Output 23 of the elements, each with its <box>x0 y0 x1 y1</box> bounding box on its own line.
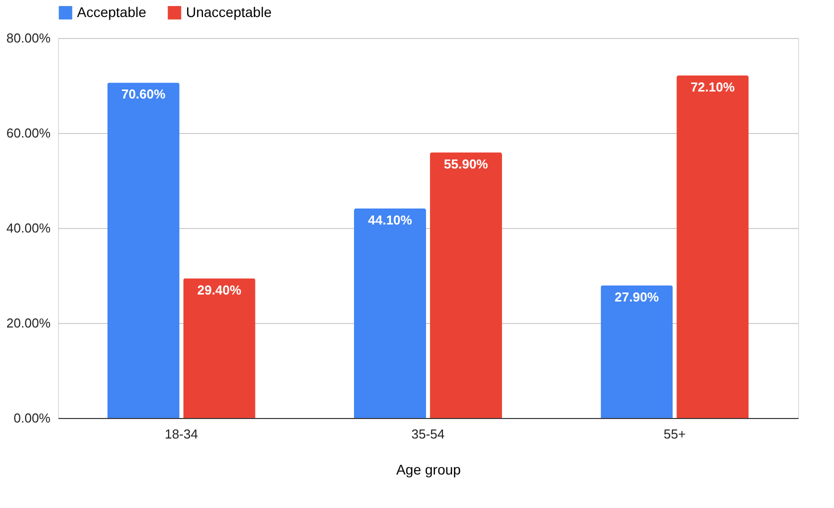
x-tick-label: 35-54 <box>411 426 445 442</box>
x-tick-label: 55+ <box>664 426 686 442</box>
bar <box>183 278 256 418</box>
y-tick-label: 40.00% <box>6 220 51 236</box>
legend-label: Acceptable <box>77 4 146 20</box>
data-label: 27.90% <box>614 289 660 304</box>
x-axis-title: Age group <box>396 462 462 478</box>
bar <box>600 285 673 418</box>
y-tick-label: 80.00% <box>6 30 51 46</box>
y-tick-label: 0.00% <box>14 410 51 426</box>
bar <box>107 82 180 418</box>
legend-label: Unacceptable <box>186 4 272 20</box>
data-label: 55.90% <box>444 156 488 172</box>
data-label: 29.40% <box>197 282 242 298</box>
bar <box>430 152 502 418</box>
data-label: 70.60% <box>121 86 166 102</box>
y-tick-label: 60.00% <box>6 126 51 140</box>
y-tick-label: 20.00% <box>6 316 51 330</box>
x-tick-label: 18-34 <box>164 426 198 442</box>
data-label: 44.10% <box>368 212 413 228</box>
bar <box>354 208 426 418</box>
data-label: 72.10% <box>690 80 736 95</box>
bar <box>676 76 749 418</box>
